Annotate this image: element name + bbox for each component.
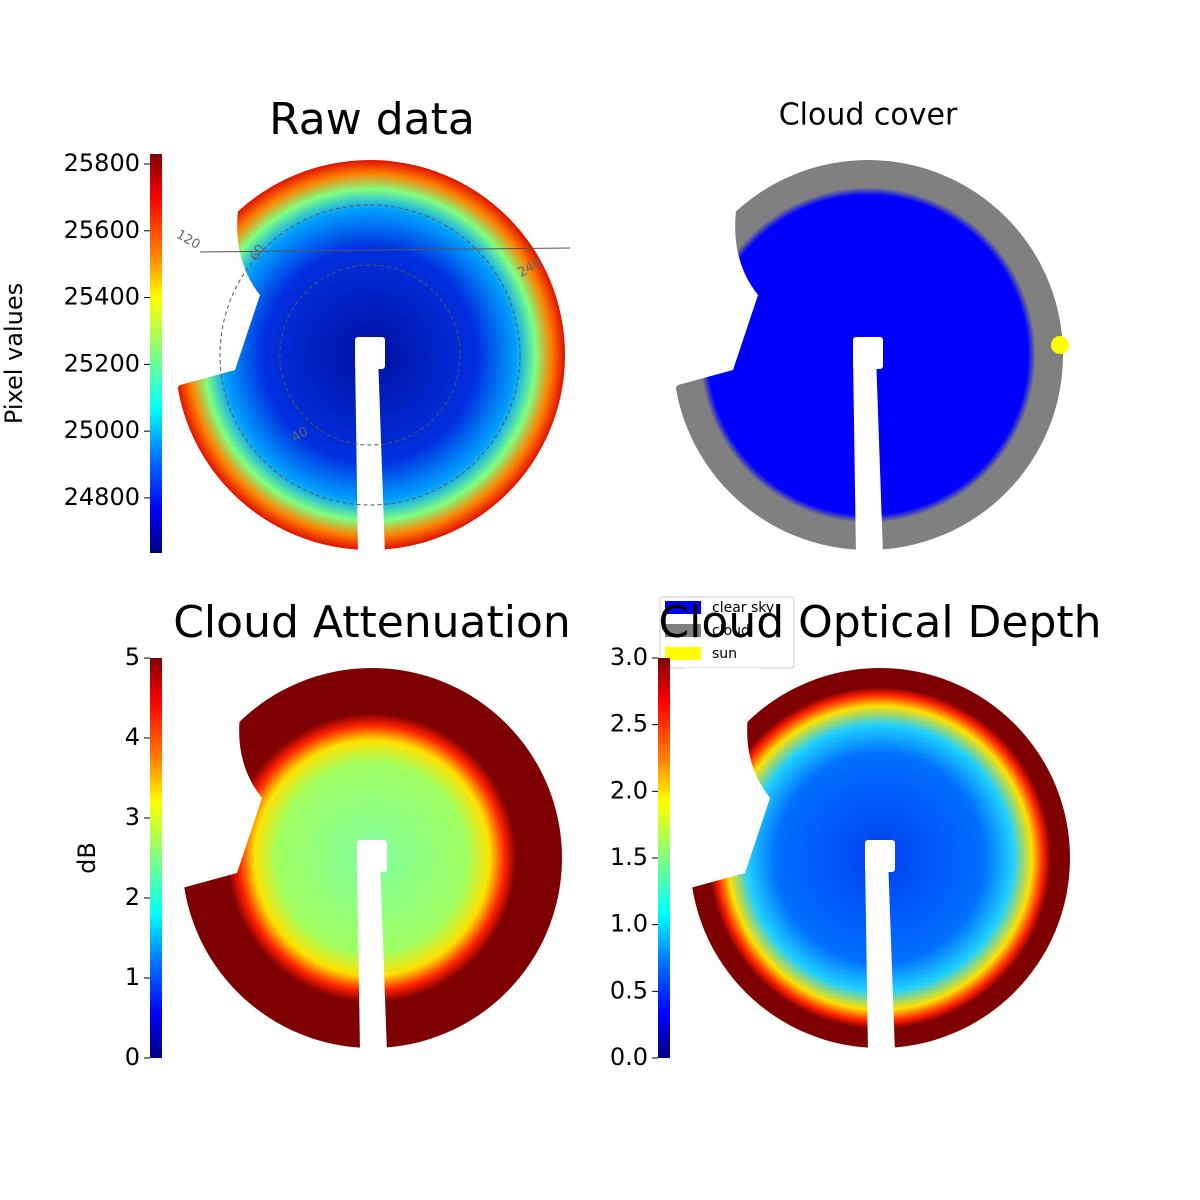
legend-label: sun — [712, 646, 737, 662]
colorbar-tick-label: 3.0 — [610, 643, 648, 671]
colorbar-tick-label: 1.5 — [610, 843, 648, 871]
colorbar-tick-label: 2.0 — [610, 776, 648, 804]
colorbar-tick-label: 2.5 — [610, 710, 648, 738]
colorbar — [658, 658, 670, 1058]
colorbar-label: Pixel values — [0, 283, 28, 424]
legend-label: cloud — [712, 623, 750, 639]
panel-title: Cloud cover — [779, 98, 958, 133]
panel-title: Cloud Optical Depth — [658, 597, 1101, 648]
colorbar-tick-label: 5 — [125, 643, 140, 671]
mask — [685, 668, 770, 898]
colorbar-tick-label: 3 — [125, 803, 140, 831]
mask — [853, 337, 883, 369]
panel-title: Cloud Attenuation — [173, 597, 571, 648]
annotation: 40 — [289, 424, 311, 445]
colorbar-tick-label: 1 — [125, 963, 140, 991]
mask — [355, 337, 385, 369]
colorbar — [150, 154, 162, 553]
colorbar-tick-label: 2 — [125, 883, 140, 911]
grid-circle — [219, 204, 521, 506]
mask — [357, 858, 387, 1053]
colorbar — [150, 658, 162, 1058]
legend-label: clear sky — [712, 600, 774, 616]
panel-title: Raw data — [269, 94, 475, 145]
colorbar-tick-label: 0 — [125, 1043, 140, 1071]
mask — [865, 858, 895, 1053]
colorbar-tick-label: 0.5 — [610, 976, 648, 1004]
mask — [853, 355, 883, 555]
annotation: 60 — [247, 242, 268, 264]
colorbar-tick-label: 25200 — [64, 349, 140, 377]
colorbar-tick-label: 25800 — [64, 149, 140, 177]
colorbar-tick-label: 25600 — [64, 216, 140, 244]
mask — [177, 668, 262, 898]
azimuth-line — [199, 247, 571, 253]
colorbar-label: dB — [73, 842, 101, 874]
colorbar-tick-label: 4 — [125, 723, 140, 751]
legend-swatch — [665, 647, 701, 660]
colorbar-tick-label: 25400 — [64, 283, 140, 311]
sun-marker — [1051, 336, 1069, 354]
legend-swatch — [665, 601, 701, 614]
colorbar-tick-label: 0.0 — [610, 1043, 648, 1071]
mask — [357, 840, 387, 872]
legend-swatch — [665, 624, 701, 637]
colorbar-tick-label: 1.0 — [610, 910, 648, 938]
grid-circle — [279, 264, 461, 446]
colorbar-tick-label: 25000 — [64, 416, 140, 444]
mask — [170, 160, 260, 395]
colorbar-tick-label: 24800 — [64, 483, 140, 511]
mask — [865, 840, 895, 872]
mask — [668, 160, 758, 395]
